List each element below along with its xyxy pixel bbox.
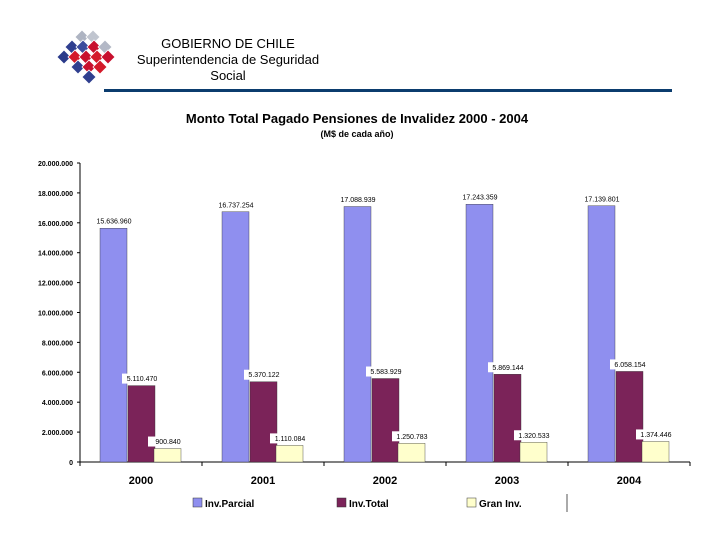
bar <box>397 443 426 463</box>
data-label: 17.088.939 <box>340 197 375 204</box>
data-label: 15.636.960 <box>96 219 131 226</box>
data-label-box <box>148 436 188 447</box>
y-tick-label: 0 <box>69 460 73 467</box>
data-label-box <box>338 194 378 205</box>
data-label: 5.583.929 <box>370 369 401 376</box>
bar-chart: Monto Total Pagado Pensiones de Invalide… <box>38 111 691 512</box>
data-label: 1.320.533 <box>518 433 549 440</box>
data-label: 16.737.254 <box>218 202 253 209</box>
x-tick-label: 2004 <box>617 475 642 487</box>
bar <box>641 441 670 463</box>
data-label-box <box>366 366 406 377</box>
y-tick-label: 16.000.000 <box>38 221 73 228</box>
data-label: 1.374.446 <box>640 432 671 439</box>
data-label: 17.243.359 <box>462 195 497 202</box>
y-tick-label: 12.000.000 <box>38 281 73 288</box>
legend-label: Inv.Total <box>349 499 389 510</box>
legend-swatch <box>192 497 203 508</box>
org-line-2: Superintendencia de Seguridad <box>136 52 320 67</box>
data-label-box <box>94 216 134 227</box>
bar <box>587 205 616 463</box>
x-tick-label: 2002 <box>373 475 397 487</box>
header-rule <box>104 89 672 92</box>
bar <box>99 228 128 463</box>
legend-label: Inv.Parcial <box>205 499 255 510</box>
bar <box>371 378 400 463</box>
data-label-box <box>244 369 284 380</box>
chart-subtitle: (M$ de cada año) <box>320 129 393 139</box>
data-label-box <box>460 192 500 203</box>
bar <box>465 204 494 463</box>
bar <box>153 448 182 463</box>
bar <box>275 445 304 463</box>
y-tick-label: 2.000.000 <box>42 430 73 437</box>
chart-title: Monto Total Pagado Pensiones de Invalide… <box>186 111 529 126</box>
y-tick-label: 18.000.000 <box>38 191 73 198</box>
data-label: 5.370.122 <box>248 372 279 379</box>
data-label: 17.139.801 <box>584 196 619 203</box>
data-label-box <box>514 430 554 441</box>
data-label-box <box>216 199 256 210</box>
data-label-box <box>488 362 528 373</box>
data-label-box <box>392 431 432 442</box>
bar <box>493 374 522 463</box>
bar <box>221 211 250 463</box>
bar <box>615 371 644 463</box>
data-label: 5.110.470 <box>127 376 158 383</box>
y-tick-label: 20.000.000 <box>38 161 73 168</box>
bar <box>249 381 278 463</box>
org-line-1: GOBIERNO DE CHILE <box>161 36 295 51</box>
data-label-box <box>122 373 162 384</box>
y-tick-label: 8.000.000 <box>42 340 73 347</box>
data-label-box <box>636 429 676 440</box>
data-label: 1.110.084 <box>275 436 306 443</box>
bar <box>519 442 548 463</box>
data-label-box <box>270 433 310 444</box>
y-tick-label: 4.000.000 <box>42 400 73 407</box>
data-label: 1.250.783 <box>396 434 427 441</box>
plot-area: 0 2.000.000 4.000.000 6.000.000 8.000.000 10.… <box>38 161 691 487</box>
bar <box>343 206 372 463</box>
data-label: 6.058.154 <box>614 362 645 369</box>
legend-swatch <box>336 497 347 508</box>
x-tick-label: 2000 <box>129 475 153 487</box>
legend-swatch <box>466 497 477 508</box>
legend: Inv.Parcial Inv.Total Gran Inv. <box>192 494 568 512</box>
y-tick-label: 6.000.000 <box>42 370 73 377</box>
x-tick-label: 2003 <box>495 475 519 487</box>
org-line-3: Social <box>210 68 246 83</box>
data-label: 5.869.144 <box>492 365 523 372</box>
data-label-box <box>610 359 650 370</box>
data-label-box <box>582 193 622 204</box>
data-label: 900.840 <box>155 439 180 446</box>
bar <box>127 385 156 463</box>
organization-name: GOBIERNO DE CHILE Superintendencia de Se… <box>118 36 338 84</box>
legend-label: Gran Inv. <box>479 499 522 510</box>
chile-government-logo <box>56 29 116 85</box>
y-tick-label: 14.000.000 <box>38 251 73 258</box>
y-tick-label: 10.000.000 <box>38 311 73 318</box>
x-tick-label: 2001 <box>251 475 275 487</box>
